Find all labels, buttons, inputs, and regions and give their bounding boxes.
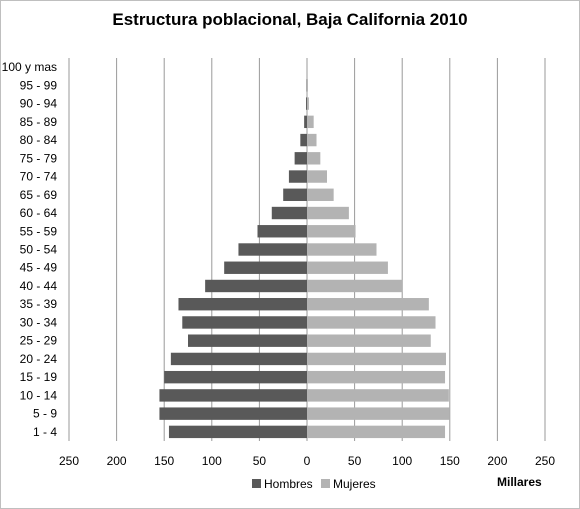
bar-mujeres — [307, 389, 449, 402]
y-tick-label: 25 - 29 — [20, 334, 58, 348]
y-tick-label: 95 - 99 — [20, 78, 58, 92]
y-tick-label: 80 - 84 — [20, 133, 58, 147]
x-tick-label: 200 — [107, 454, 127, 468]
y-tick-label: 50 - 54 — [20, 243, 58, 257]
bar-mujeres — [307, 279, 403, 293]
x-tick-label: 150 — [154, 454, 174, 468]
y-tick-label: 35 - 39 — [20, 297, 58, 311]
y-tick-label: 1 - 4 — [33, 425, 57, 439]
bar-mujeres — [307, 170, 327, 183]
bar-hombres — [205, 279, 307, 293]
bar-hombres — [159, 407, 307, 420]
y-axis-labels: 1 - 4 5 - 9 10 - 14 15 - 19 20 - 24 25 - 29 30… — [2, 60, 58, 439]
x-tick-label: 200 — [487, 454, 507, 468]
bar-hombres — [182, 316, 307, 329]
y-tick-label: 70 - 74 — [20, 170, 58, 184]
bar-hombres — [238, 243, 307, 256]
bar-hombres — [300, 133, 307, 147]
y-tick-label: 20 - 24 — [20, 352, 58, 366]
bar-hombres — [178, 298, 307, 311]
bar-mujeres — [307, 133, 317, 147]
x-tick-label: 100 — [392, 454, 412, 468]
bar-mujeres — [307, 97, 309, 110]
bar-mujeres — [307, 243, 377, 256]
bar-hombres — [271, 206, 307, 220]
bar-mujeres — [307, 79, 308, 92]
x-tick-label: 50 — [253, 454, 267, 468]
y-tick-label: 100 y mas — [2, 60, 57, 74]
bar-mujeres — [307, 334, 431, 347]
bar-mujeres — [307, 206, 349, 220]
bar-hombres — [294, 152, 307, 165]
x-tick-label: 100 — [202, 454, 222, 468]
legend-label-mujeres: Mujeres — [333, 477, 376, 491]
y-tick-label: 30 - 34 — [20, 315, 58, 329]
y-tick-label: 60 - 64 — [20, 206, 58, 220]
x-tick-label: 250 — [535, 454, 555, 468]
bar-hombres — [306, 97, 307, 110]
bar-hombres — [304, 115, 307, 129]
unit-label: Millares — [497, 475, 542, 489]
y-tick-label: 5 - 9 — [33, 407, 57, 421]
bars — [159, 79, 450, 439]
bar-hombres — [188, 334, 307, 347]
bar-hombres — [159, 389, 307, 402]
bar-hombres — [283, 188, 307, 201]
legend-swatch-hombres — [252, 479, 261, 488]
bar-mujeres — [307, 316, 436, 329]
legend: Hombres Mujeres — [252, 477, 376, 491]
x-axis-labels: 250 200 150 100 50 0 50 100 150 200 250 — [59, 454, 555, 468]
x-tick-label: 50 — [348, 454, 362, 468]
legend-swatch-mujeres — [321, 479, 330, 488]
bar-mujeres — [307, 188, 334, 201]
x-tick-label: 250 — [59, 454, 79, 468]
bar-mujeres — [307, 298, 429, 311]
y-tick-label: 75 - 79 — [20, 151, 58, 165]
bar-hombres — [288, 170, 307, 183]
bar-mujeres — [307, 352, 446, 366]
bar-hombres — [168, 425, 307, 439]
y-tick-label: 55 - 59 — [20, 224, 58, 238]
y-tick-label: 90 - 94 — [20, 97, 58, 111]
bar-mujeres — [307, 225, 356, 238]
y-tick-label: 40 - 44 — [20, 279, 58, 293]
bar-mujeres — [307, 152, 321, 165]
legend-label-hombres: Hombres — [264, 477, 313, 491]
bar-mujeres — [307, 370, 446, 384]
bar-mujeres — [307, 425, 446, 439]
x-tick-label: 0 — [304, 454, 311, 468]
bar-hombres — [170, 352, 307, 366]
y-tick-label: 15 - 19 — [20, 370, 58, 384]
y-tick-label: 65 - 69 — [20, 188, 58, 202]
y-tick-label: 85 - 89 — [20, 115, 58, 129]
bar-hombres — [257, 225, 307, 238]
bar-mujeres — [307, 115, 314, 129]
bar-mujeres — [307, 407, 450, 420]
y-tick-label: 45 - 49 — [20, 261, 58, 275]
bar-mujeres — [307, 261, 388, 274]
chart-title: Estructura poblacional, Baja California … — [112, 10, 468, 29]
bar-hombres — [224, 261, 307, 274]
y-tick-label: 10 - 14 — [20, 388, 58, 402]
bar-hombres — [164, 370, 307, 384]
x-tick-label: 150 — [440, 454, 460, 468]
